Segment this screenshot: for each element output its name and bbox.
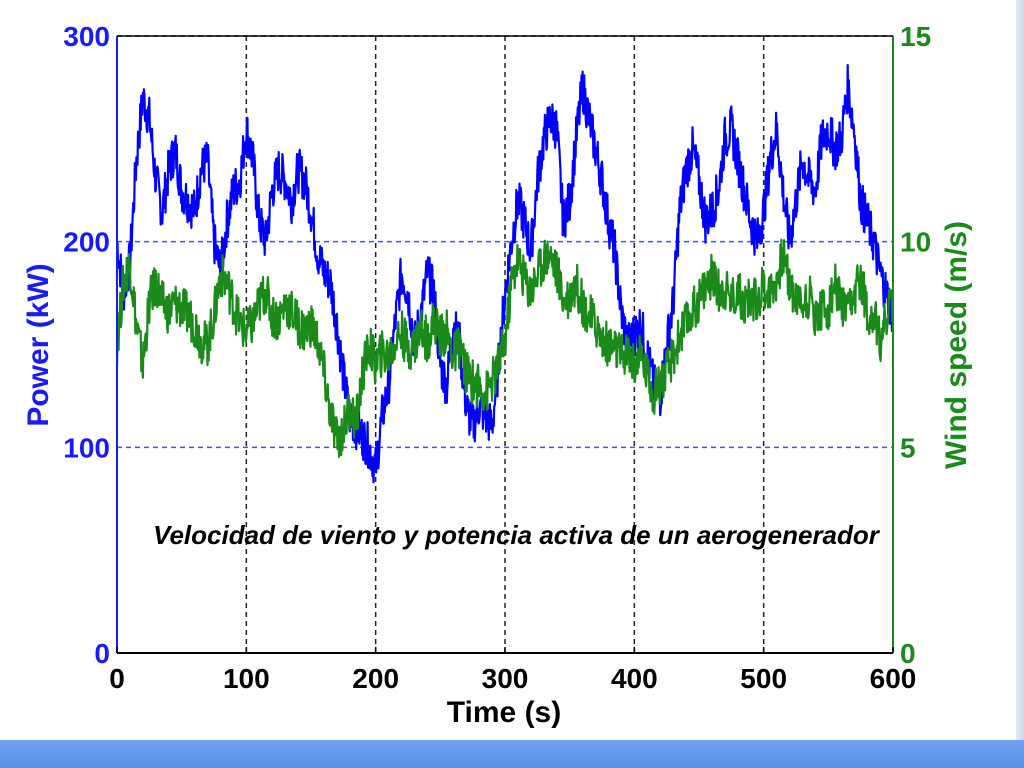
chart-caption: Velocidad de viento y potencia activa de… xyxy=(153,520,881,550)
axes xyxy=(116,35,894,654)
power-series-line xyxy=(115,63,895,484)
x-tick-label: 600 xyxy=(870,663,917,694)
slide-side-strip xyxy=(1016,0,1024,740)
x-axis-label: Time (s) xyxy=(447,696,561,729)
y-axis-right-label: Wind speed (m/s) xyxy=(940,221,973,469)
x-tick-label: 200 xyxy=(352,663,399,694)
y-left-tick-label: 0 xyxy=(94,638,110,669)
y-left-tick-label: 200 xyxy=(63,227,110,258)
slide-footer-band xyxy=(0,740,1024,768)
x-tick-label: 300 xyxy=(482,663,529,694)
x-tick-label: 400 xyxy=(611,663,658,694)
y-right-tick-label: 0 xyxy=(900,638,916,669)
y-right-tick-label: 15 xyxy=(900,21,931,52)
y-right-tick-label: 10 xyxy=(900,227,931,258)
x-tick-label: 100 xyxy=(223,663,270,694)
y-left-tick-label: 300 xyxy=(63,21,110,52)
series-group xyxy=(115,63,895,484)
wind-speed-series-line xyxy=(115,238,895,458)
y-axis-left-label: Power (kW) xyxy=(22,263,55,426)
x-tick-label: 500 xyxy=(740,663,787,694)
x-tick-label: 0 xyxy=(109,663,125,694)
y-right-tick-label: 5 xyxy=(900,432,916,463)
y-left-tick-label: 100 xyxy=(63,432,110,463)
